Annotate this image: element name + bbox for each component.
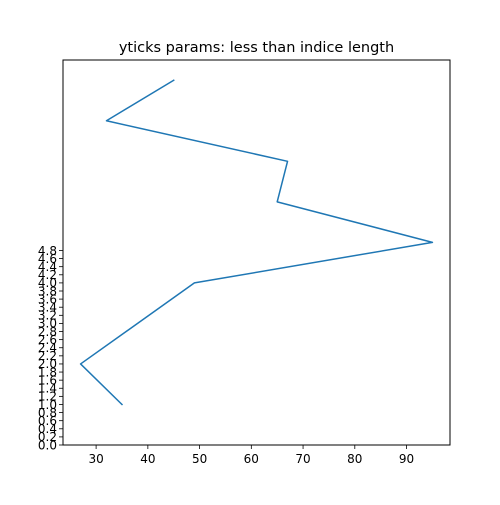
y-tick-label: 4.0 (38, 276, 57, 290)
plot-area: 30 40 50 60 70 80 900.00.20.40.60.81.01.21.41.… (38, 59, 451, 466)
y-tick-label: 3.6 (38, 292, 57, 306)
y-tick-label: 0.8 (38, 406, 57, 420)
x-tick-label: 40 (140, 452, 155, 466)
y-tick-label: 2.0 (38, 357, 57, 371)
x-tick-label: 30 (88, 452, 103, 466)
y-tick-label: 1.0 (38, 398, 57, 412)
y-tick-label: 3.0 (38, 317, 57, 331)
y-tick-label: 1.6 (38, 373, 57, 387)
y-tick-label: 0.6 (38, 414, 57, 428)
y-tick-label: 4.8 (38, 244, 57, 258)
y-tick-label: 2.8 (38, 325, 57, 339)
x-tick-label: 50 (192, 452, 207, 466)
y-tick-label: 2.4 (38, 341, 57, 355)
y-tick-label: 1.4 (38, 382, 57, 396)
x-tick-label: 90 (399, 452, 414, 466)
y-tick-label: 0.2 (38, 430, 57, 444)
y-tick-label: 0.4 (38, 422, 57, 436)
axes-frame (62, 59, 451, 446)
y-tick-label: 2.6 (38, 333, 57, 347)
y-tick-label: 4.4 (38, 260, 57, 274)
y-tick-label: 4.6 (38, 252, 57, 266)
y-tick-label: 0.0 (38, 438, 57, 452)
y-tick-label: 3.4 (38, 301, 57, 315)
y-tick-label: 3.2 (38, 309, 57, 323)
y-tick-label: 1.2 (38, 390, 57, 404)
series-line-0 (79, 79, 434, 406)
x-tick-label: 70 (295, 452, 310, 466)
y-tick-label: 4.2 (38, 268, 57, 282)
chart-title: yticks params: less than indice length (119, 40, 394, 56)
y-tick-label: 2.2 (38, 349, 57, 363)
y-tick-label: 3.8 (38, 284, 57, 298)
x-tick-label: 80 (347, 452, 362, 466)
y-tick-label: 1.8 (38, 365, 57, 379)
x-tick-label: 60 (244, 452, 259, 466)
